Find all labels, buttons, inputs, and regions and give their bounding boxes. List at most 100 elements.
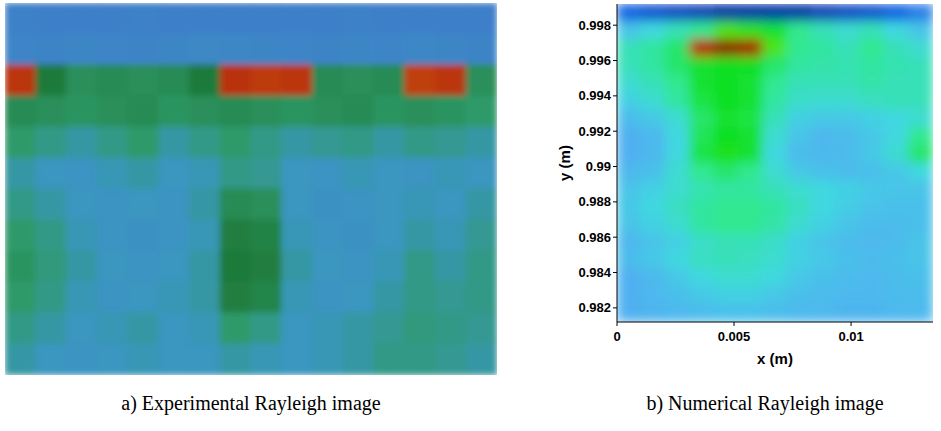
cell: [641, 57, 666, 76]
cell: [189, 220, 221, 252]
cell: [811, 110, 836, 129]
cell: [884, 39, 909, 58]
cell: [665, 163, 690, 182]
cell: [884, 286, 909, 305]
cell: [66, 158, 98, 190]
cell: [189, 189, 221, 221]
cell: [884, 180, 909, 199]
cell: [97, 313, 129, 345]
cell: [714, 92, 739, 111]
cell: [665, 251, 690, 270]
cell: [404, 3, 436, 35]
cell: [466, 282, 497, 314]
cell: [811, 198, 836, 217]
cell: [374, 158, 406, 190]
cell: [312, 34, 344, 66]
cell: [617, 198, 642, 217]
cell: [128, 344, 160, 376]
cell: [641, 269, 666, 288]
cell: [128, 189, 160, 221]
cell: [884, 198, 909, 217]
cell: [641, 127, 666, 146]
cell: [884, 92, 909, 111]
cell: [220, 65, 252, 97]
cell: [374, 189, 406, 221]
cell: [158, 220, 190, 252]
cell: [617, 110, 642, 129]
cell: [762, 110, 787, 129]
cell: [251, 282, 283, 314]
cell: [66, 127, 98, 159]
cell: [811, 74, 836, 93]
cell: [762, 145, 787, 164]
cell: [251, 158, 283, 190]
cell: [189, 158, 221, 190]
cell: [787, 304, 812, 322]
cell: [884, 233, 909, 252]
cell: [835, 110, 860, 129]
cell: [35, 344, 67, 376]
cell: [312, 189, 344, 221]
cell: [466, 65, 497, 97]
cell: [5, 34, 36, 66]
cell: [738, 233, 763, 252]
x-tick-label: 0.005: [718, 329, 751, 344]
cell: [665, 92, 690, 111]
cell: [5, 344, 36, 376]
cell: [762, 4, 787, 22]
cell: [787, 216, 812, 235]
cell: [128, 34, 160, 66]
cell: [689, 127, 714, 146]
cell: [312, 251, 344, 283]
cell: [860, 269, 885, 288]
cell: [35, 189, 67, 221]
cell: [466, 127, 497, 159]
cell: [641, 4, 666, 22]
cell: [738, 92, 763, 111]
cell: [97, 220, 129, 252]
cell: [811, 4, 836, 22]
cell: [435, 3, 467, 35]
cell: [738, 74, 763, 93]
cell: [738, 21, 763, 40]
cell: [343, 313, 375, 345]
cell: [908, 39, 933, 58]
cell: [884, 145, 909, 164]
cell: [665, 180, 690, 199]
cell: [251, 3, 283, 35]
cell: [128, 96, 160, 128]
cell: [860, 74, 885, 93]
cell: [404, 158, 436, 190]
cell: [884, 269, 909, 288]
cell: [466, 220, 497, 252]
cell: [835, 92, 860, 111]
cell: [762, 127, 787, 146]
cell: [220, 220, 252, 252]
cell: [714, 269, 739, 288]
cell: [835, 127, 860, 146]
cell: [714, 74, 739, 93]
cell: [665, 21, 690, 40]
plot-area: [617, 4, 933, 322]
cell: [811, 21, 836, 40]
cell: [374, 96, 406, 128]
axes: 0.9820.9840.9860.9880.990.9920.9940.9960…: [556, 4, 933, 367]
cell: [189, 34, 221, 66]
cell: [66, 34, 98, 66]
caption: b) Numerical Rayleigh image: [646, 392, 883, 415]
cell: [189, 3, 221, 35]
cell: [860, 127, 885, 146]
cell: [343, 34, 375, 66]
cell: [689, 269, 714, 288]
cell: [811, 269, 836, 288]
cell: [404, 96, 436, 128]
cell: [343, 65, 375, 97]
cell: [641, 145, 666, 164]
cell: [860, 251, 885, 270]
cell: [617, 269, 642, 288]
cell: [738, 180, 763, 199]
cell: [374, 313, 406, 345]
cell: [762, 57, 787, 76]
cell: [35, 220, 67, 252]
cell: [738, 251, 763, 270]
